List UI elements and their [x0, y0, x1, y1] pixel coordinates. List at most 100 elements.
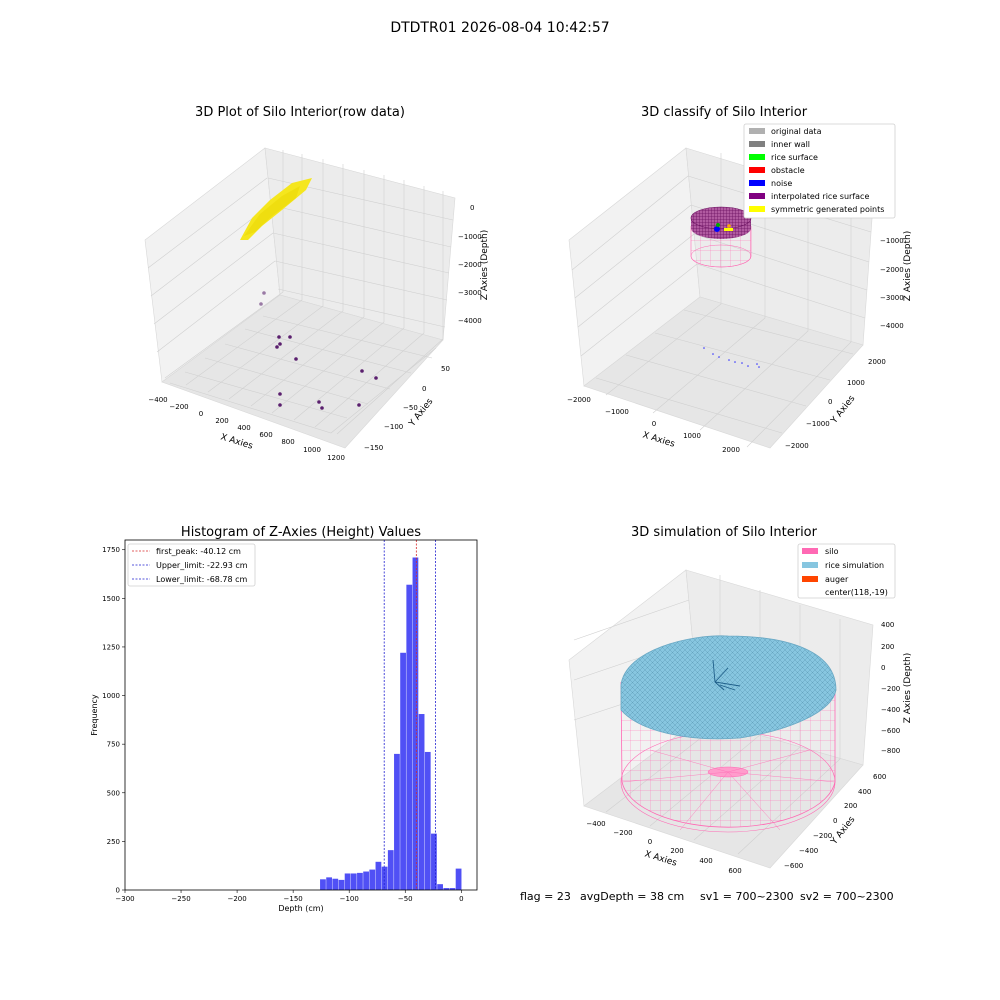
- simulation-xtick: −200: [613, 829, 632, 837]
- simulation-legend: silo rice simulation auger center(118,-1…: [797, 543, 896, 599]
- histogram-bar: [350, 873, 357, 890]
- histogram-xtick-label: −250: [171, 895, 190, 903]
- legend-swatch: [749, 180, 765, 186]
- classify-silo-mesh: [690, 206, 752, 268]
- raw-ytick: 50: [441, 365, 450, 373]
- pane-grid: [147, 150, 454, 435]
- simulation-zlabel: Z Axies (Depth): [903, 653, 913, 724]
- classify-xtick: −2000: [567, 396, 591, 404]
- simulation-ztick: −200: [881, 685, 900, 693]
- histogram-bar: [320, 879, 326, 890]
- raw-xlabel: X Axies: [219, 432, 254, 451]
- histogram-plot-area: [125, 540, 477, 890]
- panel-classify-title: 3D classify of Silo Interior: [641, 105, 808, 120]
- raw-xtick: −400: [148, 396, 167, 404]
- raw-ztick: −4000: [458, 317, 482, 325]
- legend-label: silo: [825, 547, 839, 556]
- legend-label: rice surface: [771, 153, 818, 162]
- classify-ztick: −3000: [880, 294, 904, 302]
- simulation-ytick: 600: [873, 773, 886, 781]
- legend-swatch: [749, 128, 765, 134]
- legend-swatch: [749, 141, 765, 147]
- histogram-xtick-label: −150: [284, 895, 303, 903]
- histogram-bar: [412, 557, 419, 890]
- simulation-ytick: 0: [833, 817, 837, 825]
- histogram-bar: [357, 872, 363, 890]
- histogram-bars: [320, 557, 462, 890]
- raw-ytick: 0: [422, 385, 426, 393]
- histogram-ytick-label: 0: [116, 887, 120, 895]
- histogram-ytick-label: 750: [107, 741, 120, 749]
- legend-swatch: [802, 576, 818, 582]
- classify-ytick: 0: [828, 398, 832, 406]
- auger-icon: [712, 659, 741, 691]
- simulation-xtick: −400: [586, 820, 605, 828]
- simulation-xtick: 0: [648, 838, 652, 846]
- classify-ytick: −1000: [806, 420, 830, 428]
- classify-xtick: −1000: [605, 408, 629, 416]
- histogram-bar: [437, 884, 443, 890]
- raw-xtick: 1000: [303, 446, 321, 454]
- suptitle: DTDTR01 2026-08-04 10:42:57: [390, 20, 609, 36]
- panel-simulation-3d: 3D simulation of Silo Interior silo rice…: [568, 525, 913, 875]
- classify-zlabel: Z Axies (Depth): [903, 231, 913, 302]
- simulation-ytick: 400: [858, 788, 871, 796]
- histogram-xtick-label: 0: [459, 895, 463, 903]
- histogram-bar: [326, 877, 332, 890]
- legend-label: noise: [771, 179, 792, 188]
- legend-label: Lower_limit: -68.78 cm: [156, 575, 248, 584]
- histogram-frame: [124, 539, 478, 891]
- panel-histogram: Histogram of Z-Axies (Height) Values −30…: [90, 525, 478, 913]
- simulation-ztick: −800: [881, 747, 900, 755]
- legend-label: interpolated rice surface: [771, 192, 869, 201]
- legend-label: Upper_limit: -22.93 cm: [156, 561, 248, 570]
- histogram-bar: [369, 869, 376, 890]
- classify-legend: original data inner wall rice surface ob…: [743, 123, 896, 219]
- histogram-bar: [338, 879, 345, 890]
- histogram-bar: [406, 584, 413, 890]
- legend-label: inner wall: [771, 140, 810, 149]
- raw-xtick: −200: [169, 403, 188, 411]
- classify-xtick: 0: [652, 420, 656, 428]
- histogram-ytick-label: 1250: [102, 643, 120, 651]
- histogram-bar: [424, 751, 431, 890]
- histogram-bar: [455, 868, 462, 890]
- histogram-xtick-label: −200: [227, 895, 246, 903]
- histogram-bar: [418, 714, 425, 890]
- histogram-ytick-label: 500: [107, 789, 120, 797]
- histogram-bar: [443, 888, 450, 890]
- raw-xtick: 200: [215, 417, 228, 425]
- classify-xtick: 1000: [683, 432, 701, 440]
- raw-ztick: −2000: [458, 261, 482, 269]
- simulation-ytick: 200: [844, 802, 857, 810]
- histogram-bar: [394, 753, 400, 890]
- legend-label: auger: [825, 575, 849, 584]
- pane-floor: [161, 294, 444, 449]
- simulation-yticks: 600 400 200 0 −200 −400 −600: [784, 773, 886, 870]
- histogram-xlabel: Depth (cm): [278, 904, 323, 913]
- classify-ztick: −4000: [880, 322, 904, 330]
- histogram-bar: [344, 873, 351, 890]
- classify-ytick: 1000: [847, 379, 865, 387]
- histogram-ytick-label: 250: [107, 838, 120, 846]
- histogram-bar: [431, 833, 437, 890]
- simulation-xtick: 200: [670, 847, 683, 855]
- simulation-xticks: −400 −200 0 200 400 600: [586, 820, 741, 875]
- histogram-lines: [383, 540, 437, 890]
- simulation-ztick: 200: [881, 643, 894, 651]
- histogram-legend: first_peak: -40.12 cm Upper_limit: -22.9…: [127, 543, 256, 587]
- simulation-zticks: 400 200 0 −200 −400 −600 −800: [881, 621, 900, 755]
- legend-swatch: [749, 193, 765, 199]
- raw-xtick: 1200: [327, 454, 345, 462]
- pane-floor: [583, 296, 864, 449]
- legend-label: obstacle: [771, 166, 805, 175]
- histogram-ytick-label: 1750: [102, 546, 120, 554]
- raw-yticks: 50 0 −50 −100 −150: [364, 365, 450, 452]
- simulation-ytick: −600: [784, 862, 803, 870]
- histogram-bar: [375, 861, 382, 890]
- status-footer: flag = 23 avgDepth = 38 cm sv1 = 700~230…: [520, 890, 894, 903]
- simulation-ztick: −600: [881, 727, 900, 735]
- classify-xticks: −2000 −1000 0 1000 2000: [567, 396, 740, 454]
- simulation-title: 3D simulation of Silo Interior: [631, 525, 818, 540]
